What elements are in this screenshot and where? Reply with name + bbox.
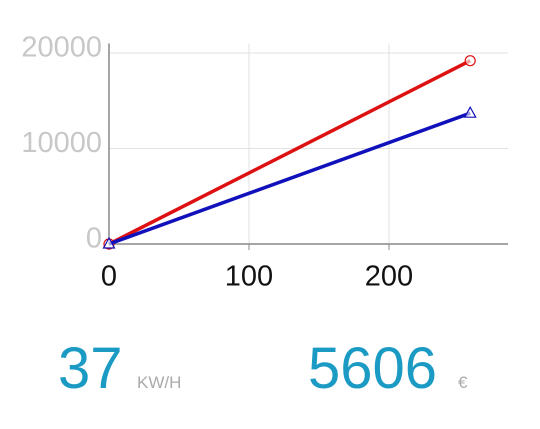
x-tick-label: 100 <box>225 261 273 293</box>
readout-value: 37 <box>58 336 123 401</box>
x-tick-label: 0 <box>101 261 117 293</box>
y-tick-label: 0 <box>86 223 102 255</box>
point-marker <box>102 236 116 249</box>
point-marker <box>463 105 477 118</box>
series-line <box>108 111 471 246</box>
series-line <box>108 59 471 246</box>
readout-value: 5606 <box>308 336 437 401</box>
x-tick-label: 200 <box>365 261 413 293</box>
y-tick-label: 10000 <box>21 127 102 159</box>
point-marker <box>464 55 476 67</box>
readout-unit: € <box>458 373 468 392</box>
y-tick-label: 20000 <box>21 32 102 64</box>
readout-unit: KW/H <box>137 373 181 392</box>
